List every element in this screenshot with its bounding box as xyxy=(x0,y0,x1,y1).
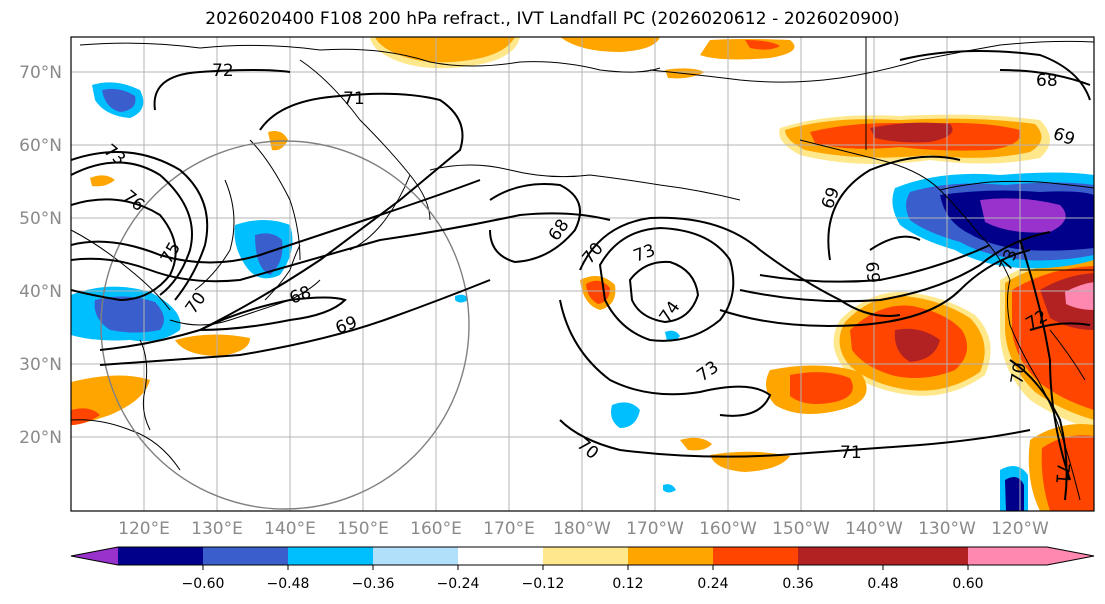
lon-label: 160°E xyxy=(410,519,462,539)
lon-label: 140°W xyxy=(845,519,903,539)
contour-label: 71 xyxy=(343,89,365,109)
lon-label: 160°W xyxy=(699,519,757,539)
lat-label: 30°N xyxy=(19,355,62,375)
lon-label: 150°W xyxy=(772,519,830,539)
colorbar-segment xyxy=(118,547,203,565)
colorbar-tick-label: 0.24 xyxy=(697,576,728,592)
colorbar: −0.60 −0.48 −0.36 −0.24 −0.12 0.12 0.24 … xyxy=(70,546,1095,592)
map-border xyxy=(70,36,1095,512)
lon-label: 180°W xyxy=(553,519,611,539)
colorbar-extend-min xyxy=(71,547,118,565)
colorbar-segment xyxy=(798,547,883,565)
colorbar-segment xyxy=(203,547,288,565)
negative-anomaly-shading xyxy=(71,82,1094,511)
colorbar-segment xyxy=(628,547,713,565)
lat-label: 60°N xyxy=(19,136,62,156)
colorbar-segment xyxy=(713,547,798,565)
contour-label: 69 xyxy=(861,261,883,284)
lon-label: 120°E xyxy=(118,519,170,539)
colorbar-segment xyxy=(543,547,628,565)
lon-label: 120°W xyxy=(991,519,1049,539)
refractivity-contours xyxy=(71,50,1091,501)
lon-label: 130°E xyxy=(191,519,243,539)
lat-label: 20°N xyxy=(19,428,62,448)
colorbar-tick-label: −0.48 xyxy=(267,576,310,592)
lat-label: 70°N xyxy=(19,63,62,83)
range-ring xyxy=(100,140,470,510)
lon-label: 130°W xyxy=(918,519,976,539)
colorbar-tick-label: −0.36 xyxy=(352,576,395,592)
lat-label: 50°N xyxy=(19,209,62,229)
colorbar-segment xyxy=(883,547,968,565)
colorbar-tick-label: 0.36 xyxy=(782,576,813,592)
lon-label: 150°E xyxy=(337,519,389,539)
colorbar-segment xyxy=(373,547,458,565)
colorbar-tick-label: −0.12 xyxy=(522,576,565,592)
colorbar-tick-label: 0.12 xyxy=(612,576,643,592)
colorbar-tick-label: −0.60 xyxy=(182,576,225,592)
colorbar-outline xyxy=(70,546,1095,566)
contour-label: 72 xyxy=(212,61,234,81)
lon-label: 170°E xyxy=(483,519,535,539)
lon-label: 170°W xyxy=(626,519,684,539)
contour-label: 70 xyxy=(1007,361,1030,386)
latitude-labels: 70°N 60°N 50°N 40°N 30°N 20°N xyxy=(19,63,62,448)
colorbar-tick-label: 0.48 xyxy=(867,576,898,592)
contour-label: 71 xyxy=(1051,462,1073,485)
longitude-labels: 120°E 130°E 140°E 150°E 160°E 170°E 180°… xyxy=(118,519,1049,539)
colorbar-segment xyxy=(288,547,373,565)
colorbar-segment xyxy=(458,547,543,565)
coastlines xyxy=(71,37,1094,501)
lat-label: 40°N xyxy=(19,282,62,302)
contour-label: 68 xyxy=(1036,71,1058,91)
lon-label: 140°E xyxy=(264,519,316,539)
colorbar-tick-label: 0.60 xyxy=(952,576,983,592)
map-title: 2026020400 F108 200 hPa refract., IVT La… xyxy=(205,9,900,29)
contour-label: 71 xyxy=(840,443,862,463)
colorbar-tick-label: −0.24 xyxy=(437,576,480,592)
